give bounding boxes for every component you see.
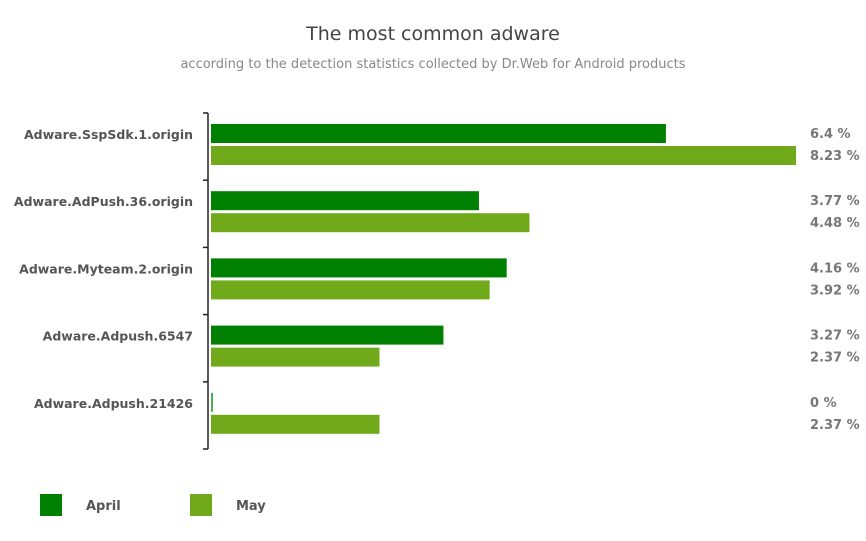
legend-label-may: May <box>236 499 266 514</box>
bar-may <box>211 280 490 300</box>
value-label: 4.48 % <box>810 216 860 231</box>
category-label: Adware.AdPush.36.origin <box>14 194 193 209</box>
value-label: 2.37 % <box>810 418 860 433</box>
category-label: Adware.Adpush.21426 <box>34 396 193 411</box>
bar-april <box>211 392 213 412</box>
bar-april <box>211 191 479 211</box>
bar-may <box>211 146 796 165</box>
category-label: Adware.SspSdk.1.origin <box>24 127 193 142</box>
value-label: 0 % <box>810 396 837 411</box>
bar-april <box>211 124 666 143</box>
category-label: Adware.Adpush.6547 <box>43 329 193 344</box>
legend-label-april: April <box>86 499 121 514</box>
legend-swatch-april <box>40 494 62 516</box>
chart-subtitle: according to the detection statistics co… <box>180 57 685 72</box>
value-label: 4.16 % <box>810 261 860 276</box>
chart-title: The most common adware <box>305 23 560 45</box>
bar-may <box>211 347 380 367</box>
bar-may <box>211 414 380 434</box>
value-label: 3.92 % <box>810 283 860 298</box>
value-label: 3.77 % <box>810 194 860 209</box>
bar-april <box>211 258 507 278</box>
value-label: 8.23 % <box>810 149 860 164</box>
value-label: 6.4 % <box>810 127 851 142</box>
category-label: Adware.Myteam.2.origin <box>19 261 193 276</box>
value-label: 3.27 % <box>810 329 860 344</box>
bar-april <box>211 325 444 345</box>
value-label: 2.37 % <box>810 351 860 366</box>
bar-may <box>211 213 530 233</box>
legend-swatch-may <box>190 494 212 516</box>
